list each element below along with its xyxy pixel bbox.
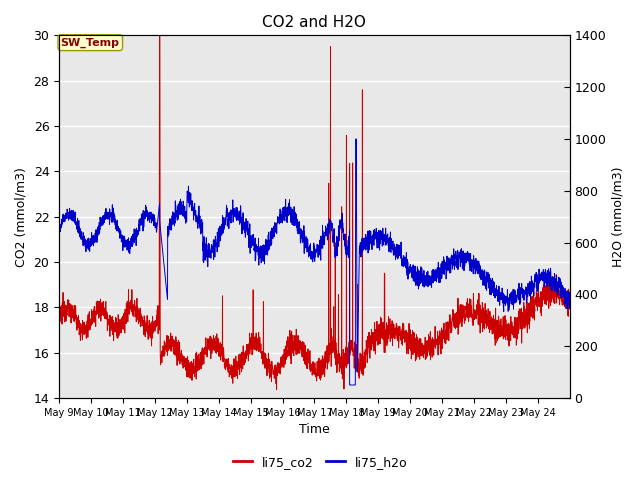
li75_co2 [156, 33, 163, 38]
li75_co2 [566, 302, 573, 308]
li75_h2o [217, 223, 225, 229]
Legend: li75_co2, li75_h2o: li75_co2, li75_h2o [228, 451, 412, 474]
X-axis label: Time: Time [299, 423, 330, 436]
li75_co2 [218, 346, 225, 352]
Y-axis label: H2O (mmol/m3): H2O (mmol/m3) [612, 167, 625, 267]
Text: SW_Temp: SW_Temp [61, 37, 120, 48]
li75_h2o [477, 275, 484, 281]
Line: li75_co2: li75_co2 [59, 36, 570, 390]
li75_h2o [352, 136, 360, 142]
li75_co2 [55, 317, 63, 323]
li75_co2 [477, 306, 484, 312]
li75_h2o [412, 268, 419, 274]
li75_co2 [412, 344, 419, 350]
li75_h2o [379, 229, 387, 235]
li75_co2 [439, 330, 447, 336]
Line: li75_h2o: li75_h2o [59, 139, 570, 385]
li75_h2o [439, 259, 447, 264]
Y-axis label: CO2 (mmol/m3): CO2 (mmol/m3) [15, 167, 28, 266]
li75_h2o [412, 268, 420, 274]
li75_co2 [379, 336, 387, 342]
li75_h2o [566, 294, 573, 300]
li75_co2 [273, 387, 280, 393]
li75_co2 [412, 343, 420, 348]
li75_h2o [346, 382, 353, 388]
li75_h2o [55, 219, 63, 225]
Title: CO2 and H2O: CO2 and H2O [262, 15, 366, 30]
